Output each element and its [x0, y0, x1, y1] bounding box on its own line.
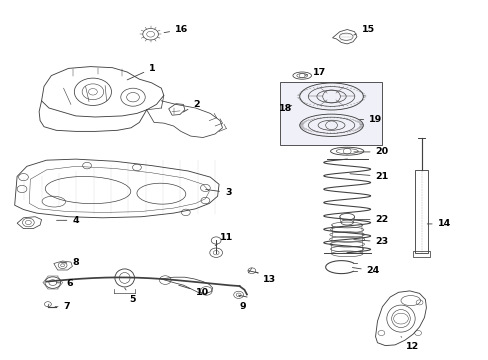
Text: 17: 17 — [305, 68, 325, 77]
Bar — [279, 82, 382, 145]
Text: 22: 22 — [353, 215, 388, 224]
Text: 14: 14 — [427, 219, 450, 228]
Text: 5: 5 — [124, 288, 136, 304]
Text: 20: 20 — [353, 148, 388, 156]
Text: 12: 12 — [400, 337, 418, 351]
Text: 4: 4 — [57, 216, 79, 225]
Bar — [412, 251, 429, 257]
Text: 13: 13 — [255, 272, 276, 284]
Text: 18: 18 — [278, 104, 291, 112]
Text: 21: 21 — [349, 172, 388, 181]
Text: 2: 2 — [183, 100, 200, 112]
Text: 11: 11 — [215, 233, 233, 246]
Text: 16: 16 — [164, 25, 188, 34]
Text: 6: 6 — [57, 279, 73, 288]
Text: 23: 23 — [353, 238, 388, 246]
Bar — [414, 170, 427, 253]
Text: 24: 24 — [352, 266, 379, 275]
Text: 15: 15 — [353, 25, 374, 35]
Text: 7: 7 — [55, 302, 70, 311]
Text: 19: 19 — [359, 115, 382, 124]
Text: 10: 10 — [178, 285, 208, 297]
Text: 8: 8 — [61, 258, 79, 267]
Text: 3: 3 — [205, 188, 231, 197]
Text: 1: 1 — [127, 64, 156, 80]
Text: 9: 9 — [239, 296, 246, 311]
